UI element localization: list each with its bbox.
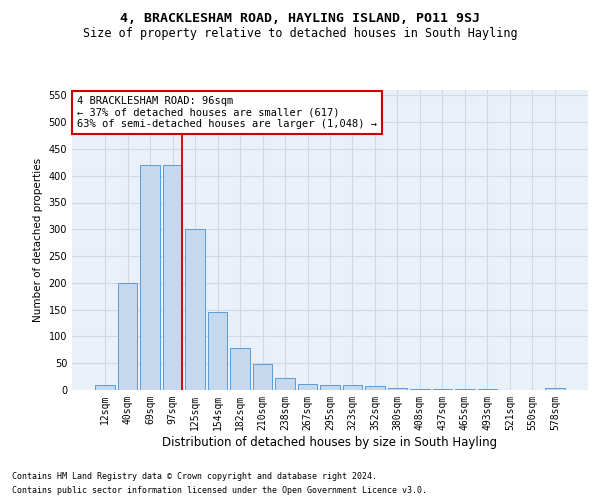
Bar xyxy=(365,386,385,390)
Bar xyxy=(343,384,362,390)
Bar xyxy=(185,230,205,390)
Text: Contains public sector information licensed under the Open Government Licence v3: Contains public sector information licen… xyxy=(12,486,427,495)
Bar xyxy=(545,388,565,390)
Bar xyxy=(140,165,160,390)
Bar xyxy=(118,283,137,390)
Bar xyxy=(275,378,295,390)
Bar xyxy=(298,384,317,390)
Bar xyxy=(388,388,407,390)
Y-axis label: Number of detached properties: Number of detached properties xyxy=(33,158,43,322)
X-axis label: Distribution of detached houses by size in South Hayling: Distribution of detached houses by size … xyxy=(163,436,497,448)
Bar xyxy=(230,348,250,390)
Bar xyxy=(253,364,272,390)
Text: 4 BRACKLESHAM ROAD: 96sqm
← 37% of detached houses are smaller (617)
63% of semi: 4 BRACKLESHAM ROAD: 96sqm ← 37% of detac… xyxy=(77,96,377,129)
Bar xyxy=(320,384,340,390)
Text: 4, BRACKLESHAM ROAD, HAYLING ISLAND, PO11 9SJ: 4, BRACKLESHAM ROAD, HAYLING ISLAND, PO1… xyxy=(120,12,480,26)
Text: Contains HM Land Registry data © Crown copyright and database right 2024.: Contains HM Land Registry data © Crown c… xyxy=(12,472,377,481)
Bar xyxy=(208,312,227,390)
Text: Size of property relative to detached houses in South Hayling: Size of property relative to detached ho… xyxy=(83,28,517,40)
Bar xyxy=(163,165,182,390)
Bar xyxy=(410,389,430,390)
Bar xyxy=(95,384,115,390)
